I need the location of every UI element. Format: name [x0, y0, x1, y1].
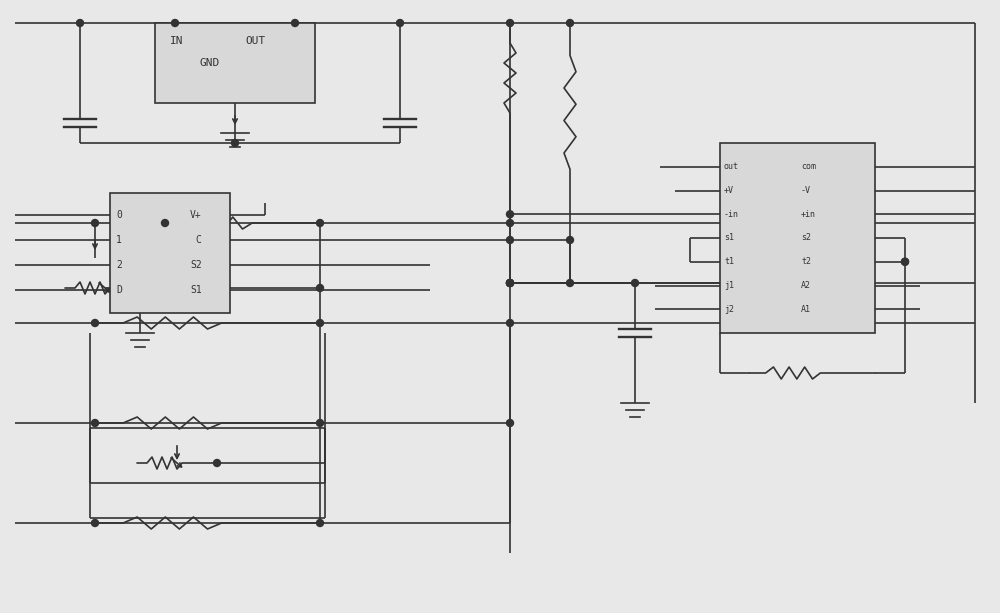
Circle shape	[507, 319, 514, 327]
Circle shape	[316, 284, 324, 292]
Circle shape	[507, 280, 514, 286]
Text: 2: 2	[116, 260, 122, 270]
Text: D: D	[116, 285, 122, 295]
Text: S1: S1	[190, 285, 202, 295]
Circle shape	[566, 237, 574, 243]
Circle shape	[92, 419, 98, 427]
Circle shape	[507, 280, 514, 286]
Circle shape	[92, 319, 98, 327]
Circle shape	[316, 519, 324, 527]
Bar	[720, 143, 875, 333]
Text: s2: s2	[801, 234, 811, 243]
Text: j1: j1	[724, 281, 734, 290]
Text: GND: GND	[200, 58, 220, 68]
Circle shape	[902, 258, 908, 265]
Circle shape	[507, 280, 514, 286]
Text: s1: s1	[724, 234, 734, 243]
Text: A2: A2	[801, 281, 811, 290]
Bar	[110, 193, 230, 313]
Text: com: com	[801, 162, 816, 171]
Circle shape	[507, 419, 514, 427]
Circle shape	[316, 319, 324, 327]
Text: S2: S2	[190, 260, 202, 270]
Circle shape	[507, 280, 514, 286]
Circle shape	[162, 219, 168, 226]
Text: 1: 1	[116, 235, 122, 245]
Text: -V: -V	[801, 186, 811, 195]
Circle shape	[214, 460, 220, 466]
Circle shape	[566, 280, 574, 286]
Circle shape	[632, 280, 639, 286]
Circle shape	[172, 20, 178, 26]
Circle shape	[507, 219, 514, 226]
Circle shape	[292, 20, 298, 26]
Circle shape	[92, 219, 98, 226]
Text: j2: j2	[724, 305, 734, 314]
Circle shape	[507, 211, 514, 218]
Circle shape	[316, 419, 324, 427]
Text: C: C	[195, 235, 201, 245]
Text: V+: V+	[190, 210, 202, 220]
Circle shape	[92, 519, 98, 527]
Text: A1: A1	[801, 305, 811, 314]
Circle shape	[566, 20, 574, 26]
Text: out: out	[724, 162, 739, 171]
Text: +in: +in	[801, 210, 816, 219]
Text: t2: t2	[801, 257, 811, 266]
Circle shape	[396, 20, 404, 26]
Bar	[155, 23, 315, 103]
Text: 0: 0	[116, 210, 122, 220]
Text: -in: -in	[724, 210, 739, 219]
Text: OUT: OUT	[245, 36, 265, 46]
Circle shape	[507, 237, 514, 243]
Text: +V: +V	[724, 186, 734, 195]
Circle shape	[76, 20, 84, 26]
Circle shape	[316, 219, 324, 226]
Circle shape	[902, 258, 908, 265]
Text: t1: t1	[724, 257, 734, 266]
Circle shape	[507, 20, 514, 26]
Circle shape	[232, 140, 239, 147]
Text: IN: IN	[170, 36, 184, 46]
